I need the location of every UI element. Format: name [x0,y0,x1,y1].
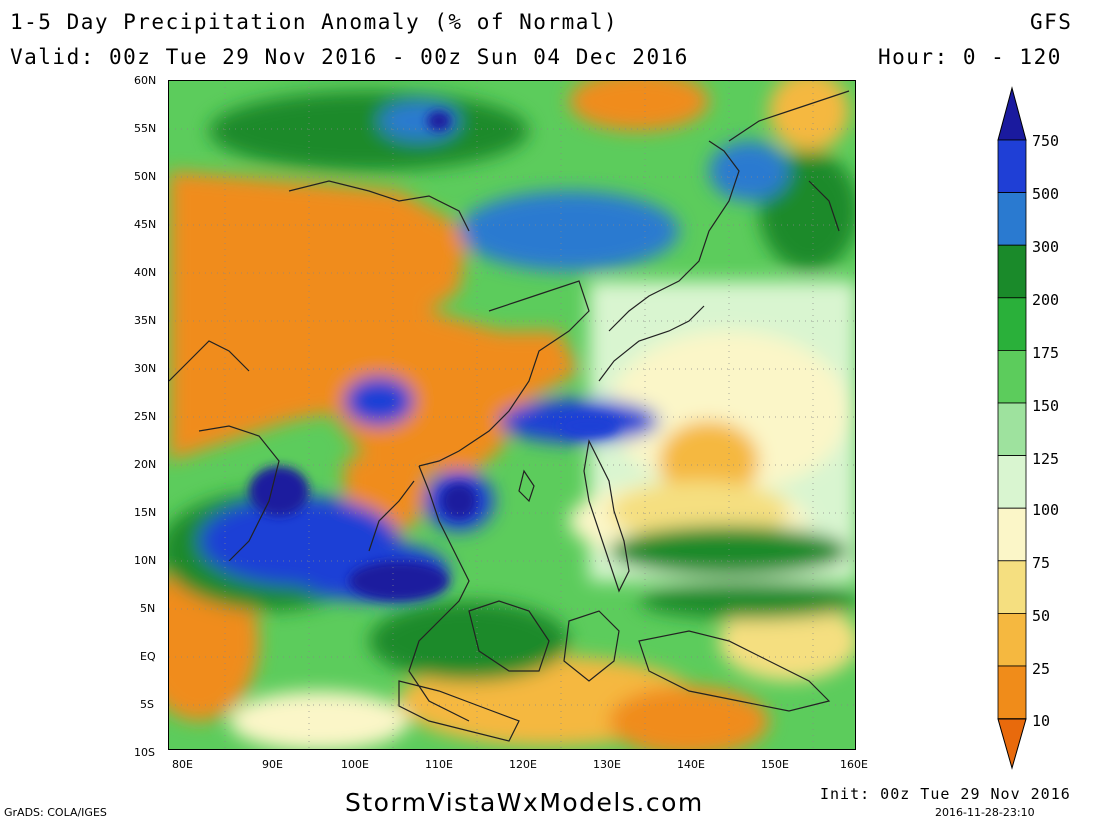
colorbar-segment [997,192,1027,246]
colorbar-segment [997,139,1027,193]
lat-label: 20N [134,458,157,471]
colorbar-label: 75 [1032,554,1051,572]
lat-label: 40N [134,266,157,279]
lat-label: 60N [134,74,157,87]
grads-credit: GrADS: COLA/IGES [4,806,107,819]
brand-watermark: StormVistaWxModels.com [345,788,704,817]
init-time: Init: 00z Tue 29 Nov 2016 [820,785,1071,803]
anomaly-extremes [249,111,619,601]
map-title: 1-5 Day Precipitation Anomaly (% of Norm… [10,10,619,34]
lat-label: 10N [134,554,157,567]
colorbar-segment [997,665,1027,719]
colorbar-label: 750 [1032,132,1060,150]
colorbar-label: 25 [1032,660,1051,678]
colorbar-label: 50 [1032,607,1051,625]
colorbar-label: 175 [1032,344,1060,362]
colorbar-label: 500 [1032,185,1060,203]
colorbar-segment [997,613,1027,667]
lat-label: 15N [134,506,157,519]
lat-label: 45N [134,218,157,231]
lat-label: 25N [134,410,157,423]
lat-label: EQ [140,650,156,663]
lat-label: 55N [134,122,157,135]
colorbar-label: 125 [1032,450,1060,468]
lon-label: 130E [593,758,621,771]
colorbar-bottom-arrow [997,718,1027,770]
run-timestamp: 2016-11-28-23:10 [935,806,1035,819]
lat-label: 50N [134,170,157,183]
colorbar-segment [997,560,1027,614]
lat-label: 5S [140,698,154,711]
lon-label: 90E [262,758,283,771]
map-canvas [169,81,855,749]
lon-label: 110E [425,758,453,771]
lat-label: 10S [134,746,155,759]
colorbar-top-arrow [997,86,1027,141]
colorbar-segment [997,244,1027,299]
lat-label: 5N [140,602,156,615]
lon-label: 120E [509,758,537,771]
colorbar-label: 100 [1032,501,1060,519]
coastlines [169,90,850,742]
colorbar-label: 10 [1032,712,1051,730]
lat-label: 30N [134,362,157,375]
colorbar-label: 150 [1032,397,1060,415]
colorbar-label: 200 [1032,291,1060,309]
model-label: GFS [1030,10,1073,34]
colorbar-segment [997,402,1027,456]
lon-label: 140E [677,758,705,771]
lat-label: 35N [134,314,157,327]
lon-label: 160E [840,758,868,771]
valid-period: Valid: 00z Tue 29 Nov 2016 - 00z Sun 04 … [10,45,689,69]
precipitation-anomaly-map [168,80,856,750]
colorbar-segment [997,297,1027,351]
lon-label: 100E [341,758,369,771]
colorbar-segment [997,507,1027,562]
colorbar-segments [997,139,1027,719]
colorbar-segment [997,455,1027,509]
lon-label: 80E [172,758,193,771]
colorbar-label: 300 [1032,238,1060,256]
colorbar-segment [997,349,1027,404]
forecast-hour-range: Hour: 0 - 120 [878,45,1062,69]
lon-label: 150E [761,758,789,771]
